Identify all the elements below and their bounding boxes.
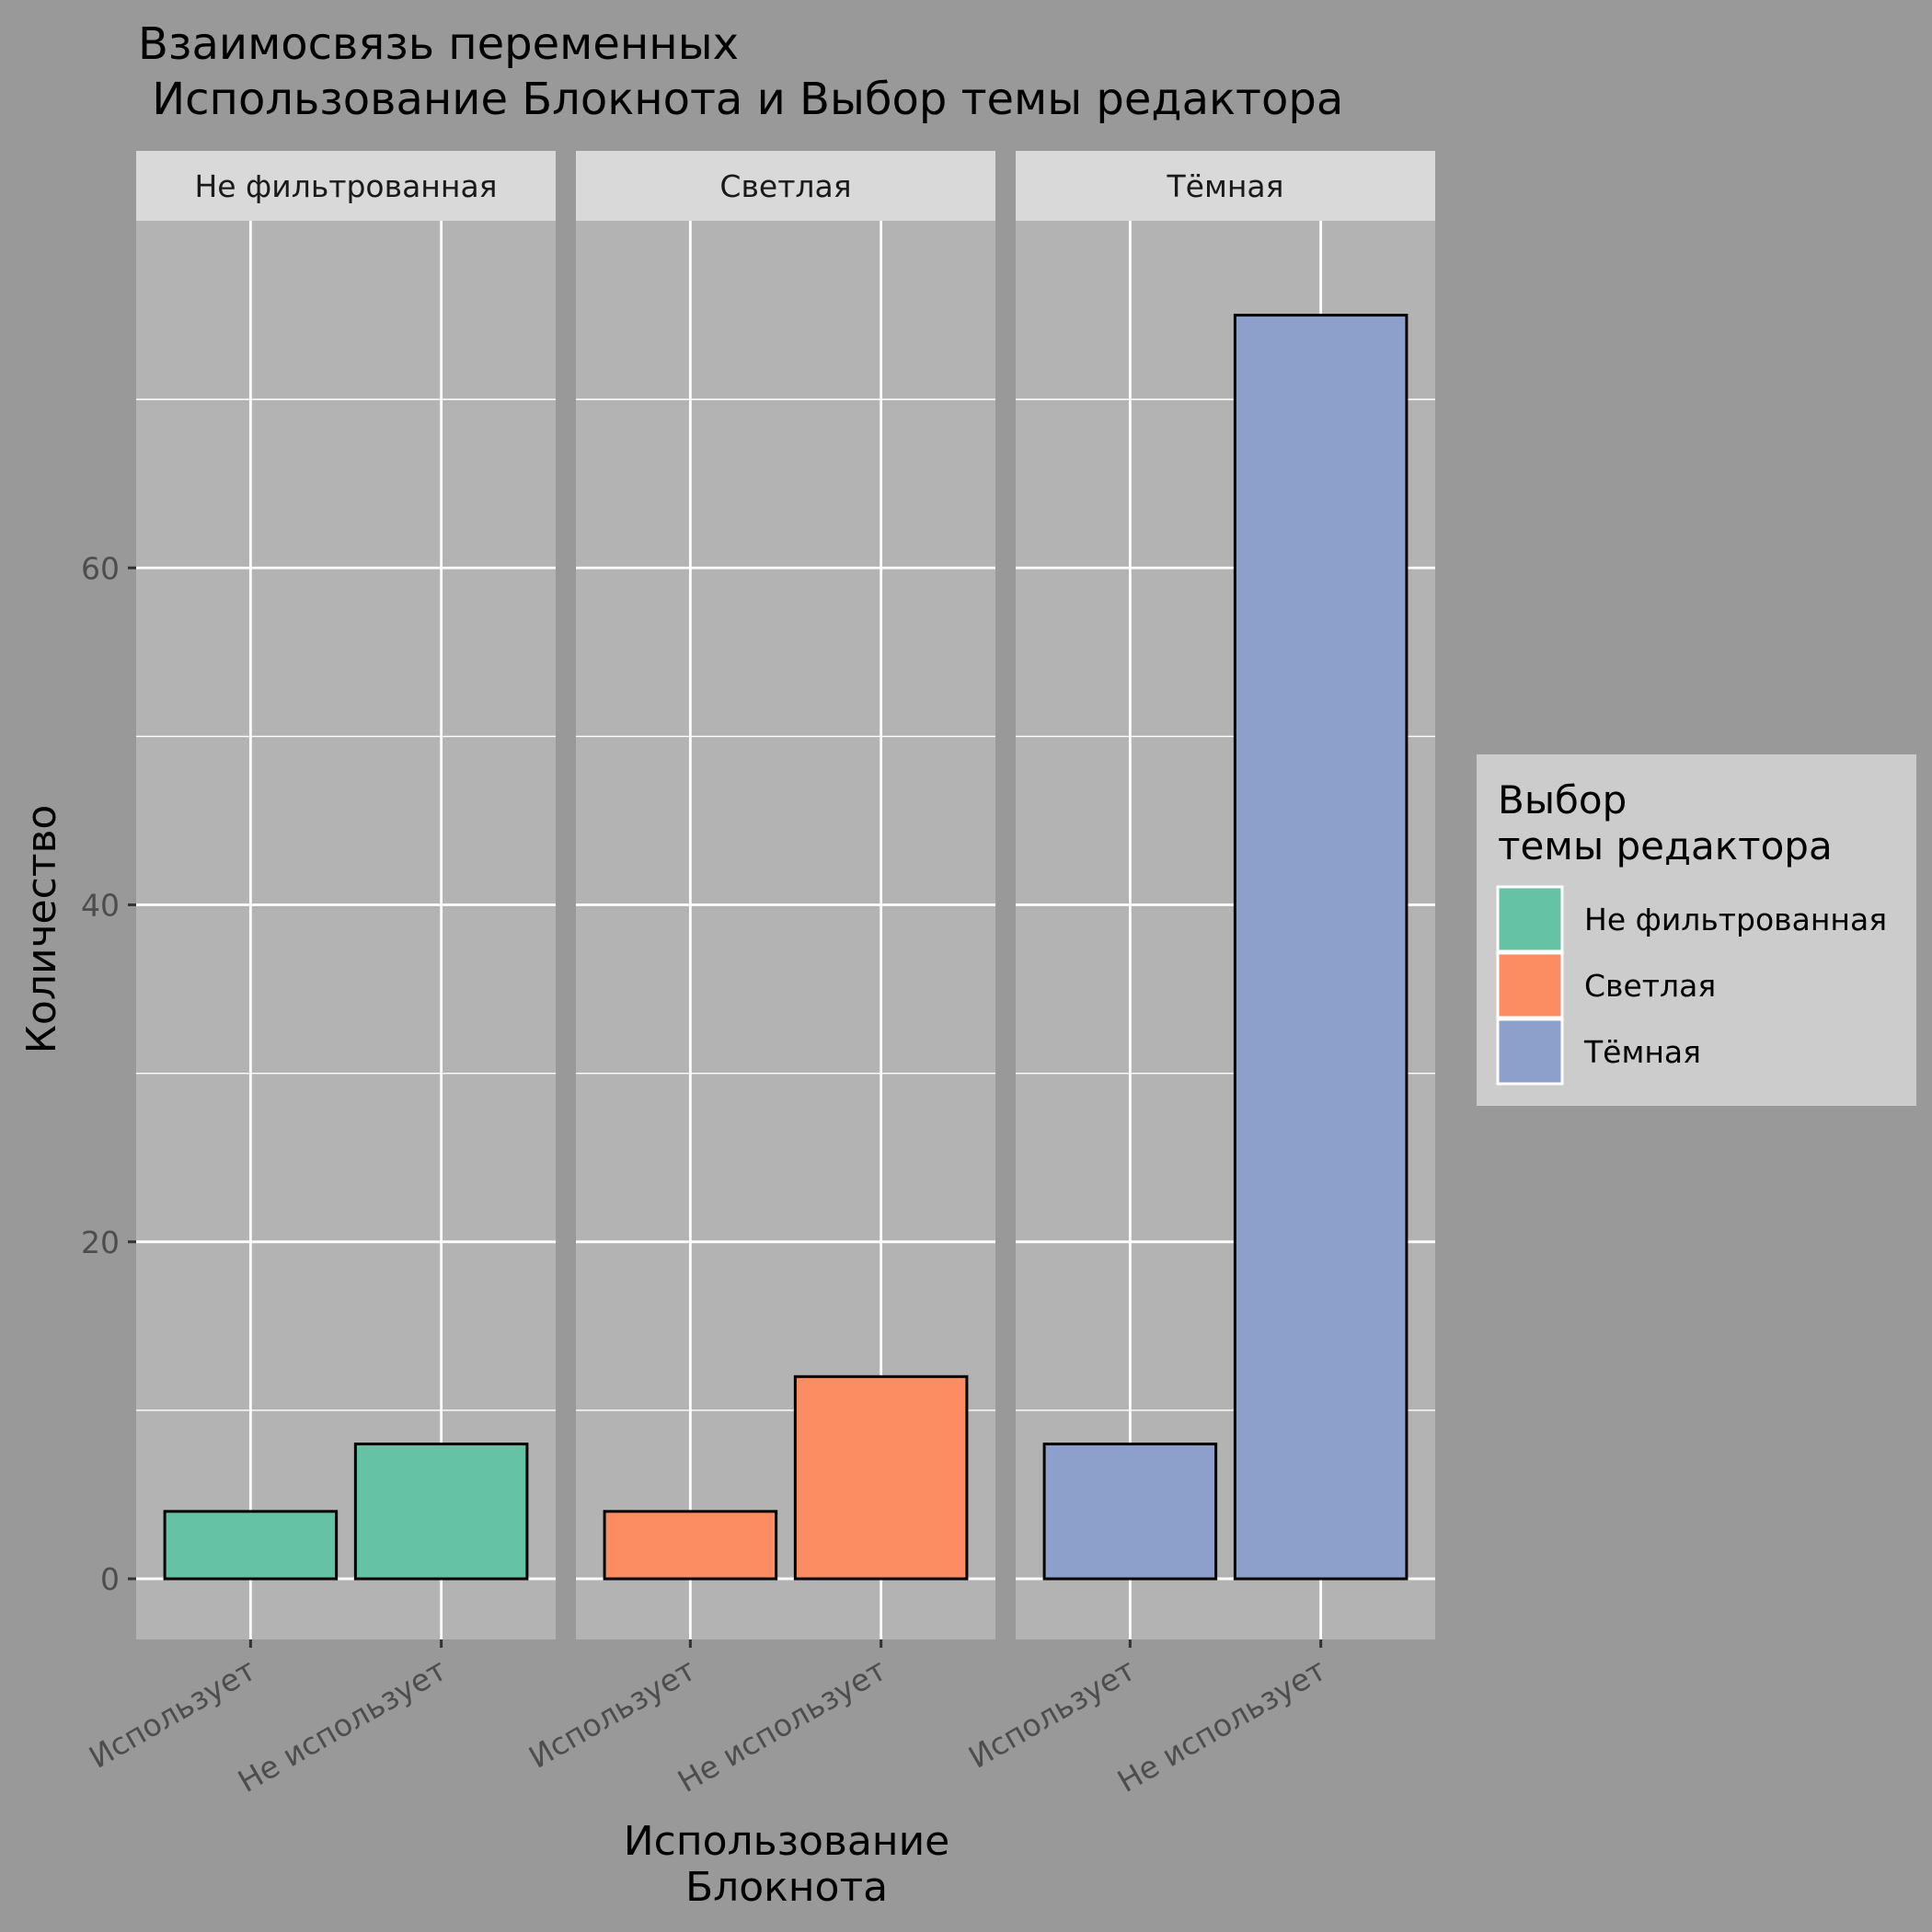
legend-key — [1496, 885, 1564, 953]
bar — [793, 1374, 969, 1581]
facet-panel — [136, 221, 556, 1639]
bar — [1233, 314, 1409, 1581]
facet-strip-label: Тёмная — [1166, 168, 1283, 204]
y-tick-label: 0 — [100, 1561, 120, 1597]
x-axis-title-line: Блокнота — [685, 1864, 888, 1911]
facet-strip — [1016, 151, 1435, 221]
legend-title-line: Выбор — [1498, 777, 1627, 822]
legend-key — [1496, 1018, 1564, 1086]
facet-strip — [136, 151, 556, 221]
y-tick-label: 60 — [81, 550, 120, 586]
legend-label: Светлая — [1584, 968, 1716, 1004]
legend-label: Тёмная — [1583, 1034, 1701, 1070]
chart-title-line: Использование Блокнота и Выбор темы реда… — [138, 74, 1343, 125]
facet-strip-label: Светлая — [719, 168, 851, 204]
facet-strip — [576, 151, 995, 221]
legend-label: Не фильтрованная — [1584, 902, 1887, 937]
x-axis-title-line: Использование — [624, 1818, 950, 1865]
bar — [1042, 1443, 1218, 1581]
bar — [353, 1443, 529, 1581]
facet-strip-label: Не фильтрованная — [194, 168, 497, 204]
y-tick-label: 20 — [81, 1225, 120, 1260]
chart-title-line: Взаимосвязь переменных — [138, 18, 739, 70]
bar — [603, 1510, 778, 1581]
y-tick-label: 40 — [81, 888, 120, 924]
legend-key — [1496, 951, 1564, 1019]
bar — [163, 1510, 339, 1581]
y-axis-title: Количество — [18, 805, 65, 1054]
legend-title-line: темы редактора — [1498, 823, 1833, 868]
